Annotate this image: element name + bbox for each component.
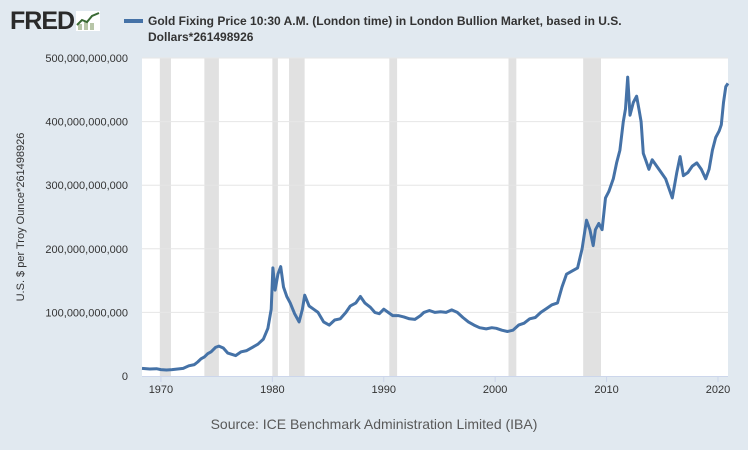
x-tick-label: 2020 [706, 384, 730, 396]
fred-logo[interactable]: FRED [10, 7, 101, 35]
y-tick-label: 300,000,000,000 [45, 180, 128, 192]
plot-background [142, 58, 728, 376]
y-tick-label: 100,000,000,000 [45, 307, 128, 319]
chart-line-icon [76, 11, 101, 31]
logo-text: FRED [10, 7, 75, 35]
y-tick-label: 400,000,000,000 [45, 117, 128, 129]
x-tick-label: 1980 [260, 384, 284, 396]
recession-bar [289, 58, 305, 376]
recession-bar [159, 58, 171, 376]
recession-bar [508, 58, 517, 376]
y-axis-title: U.S. $ per Troy Ounce*261498926 [15, 133, 27, 302]
x-tick-label: 1970 [149, 384, 173, 396]
source-note: Source: ICE Benchmark Administration Lim… [210, 416, 538, 432]
chart-legend: Gold Fixing Price 10:30 A.M. (London tim… [124, 13, 624, 45]
legend-swatch [124, 19, 143, 23]
y-tick-label: 200,000,000,000 [45, 244, 128, 256]
y-tick-label: 500,000,000,000 [45, 53, 128, 65]
recession-bar [583, 58, 601, 376]
y-tick-label: 0 [122, 371, 128, 383]
series-line [141, 75, 730, 372]
recession-bar [389, 58, 398, 376]
recession-bar [204, 58, 219, 376]
x-tick-label: 2010 [594, 384, 618, 396]
chart-area: 0 100,000,000,000 200,000,000,000 300,000,0… [15, 53, 730, 396]
x-tick-label: 1990 [372, 384, 396, 396]
x-tick-label: 2000 [483, 384, 507, 396]
legend-series-label: Gold Fixing Price 10:30 A.M. (London tim… [148, 14, 622, 44]
recession-bar [272, 58, 278, 376]
